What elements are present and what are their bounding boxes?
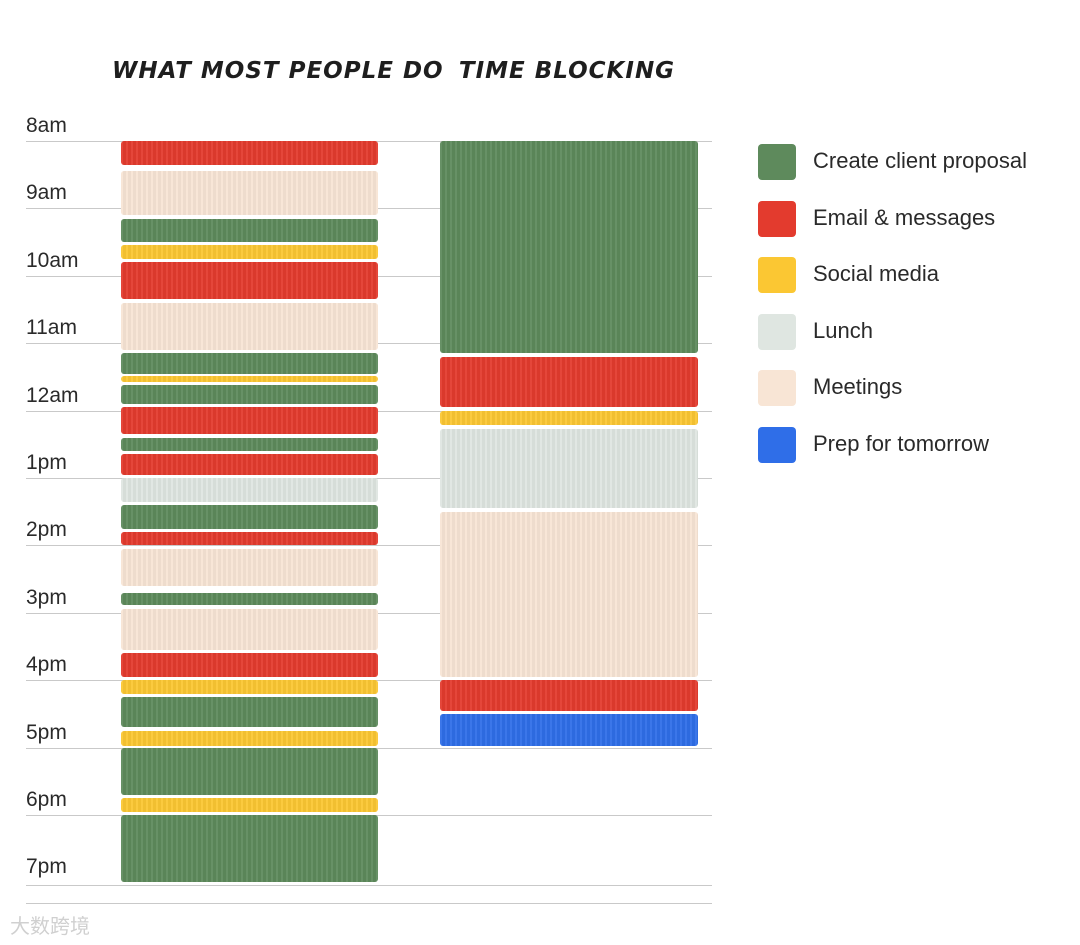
legend-item-prep: Prep for tomorrow — [758, 425, 1068, 465]
block-email — [121, 141, 378, 165]
hour-label: 5pm — [26, 720, 67, 744]
block-proposal — [440, 141, 698, 354]
legend-label: Social media — [813, 261, 939, 286]
block-social — [121, 680, 378, 694]
block-proposal — [121, 815, 378, 883]
right-column-title: TIME BLOCKING — [458, 58, 676, 84]
hour-label: 7pm — [26, 855, 67, 879]
watermark: 大数跨境 — [10, 914, 90, 938]
legend-swatch — [758, 144, 796, 180]
block-email — [440, 356, 698, 408]
legend-label: Create client proposal — [813, 148, 1028, 173]
block-email — [121, 407, 378, 435]
block-lunch — [440, 429, 698, 509]
legend-item-proposal: Create client proposal — [758, 142, 1068, 182]
hour-label: 11am — [26, 316, 77, 340]
legend-swatch — [758, 313, 796, 350]
block-email — [440, 680, 698, 711]
legend-item-email: Email & messages — [758, 199, 1068, 239]
legend-swatch — [758, 200, 796, 237]
hour-gridline — [26, 545, 712, 547]
block-proposal — [121, 218, 378, 243]
block-proposal — [121, 747, 378, 795]
hour-label: 9am — [26, 181, 67, 205]
block-meetings — [440, 511, 698, 677]
block-social — [121, 375, 378, 383]
block-proposal — [121, 437, 378, 452]
legend-label: Lunch — [813, 317, 873, 343]
block-social — [440, 410, 698, 426]
block-lunch — [121, 478, 378, 502]
legend-swatch — [758, 426, 796, 463]
block-meetings — [121, 548, 378, 586]
hour-label: 10am — [26, 248, 79, 272]
block-proposal — [121, 697, 378, 728]
block-email — [121, 653, 378, 677]
block-social — [121, 245, 378, 259]
legend-item-meetings: Meetings — [758, 368, 1068, 408]
left-column-title: WHAT MOST PEOPLE DO — [112, 58, 444, 84]
legend-swatch — [758, 370, 796, 406]
legend-label: Prep for tomorrow — [813, 430, 990, 456]
hour-label: 4pm — [26, 653, 67, 677]
hour-label: 12am — [26, 383, 79, 407]
block-proposal — [121, 384, 378, 404]
legend-swatch — [758, 257, 796, 293]
hour-label: 2pm — [26, 518, 67, 542]
hour-gridline — [26, 885, 712, 886]
block-social — [121, 798, 378, 812]
block-social — [121, 730, 378, 747]
hour-label: 3pm — [26, 585, 67, 609]
block-email — [121, 454, 378, 475]
legend-label: Email & messages — [813, 204, 996, 230]
block-email — [121, 531, 378, 546]
legend-label: Meetings — [813, 374, 903, 399]
block-proposal — [121, 353, 378, 374]
legend-item-lunch: Lunch — [758, 312, 1068, 352]
hour-label: 8am — [26, 114, 67, 137]
hour-label: 1pm — [26, 451, 67, 474]
block-meetings — [121, 171, 378, 216]
block-proposal — [121, 592, 378, 605]
legend-item-social: Social media — [758, 255, 1068, 295]
block-meetings — [121, 302, 378, 350]
hour-label: 6pm — [26, 788, 67, 811]
block-proposal — [121, 504, 378, 529]
block-meetings — [121, 609, 378, 650]
block-prep — [440, 713, 698, 747]
hour-gridline — [26, 903, 712, 905]
block-email — [121, 262, 378, 300]
